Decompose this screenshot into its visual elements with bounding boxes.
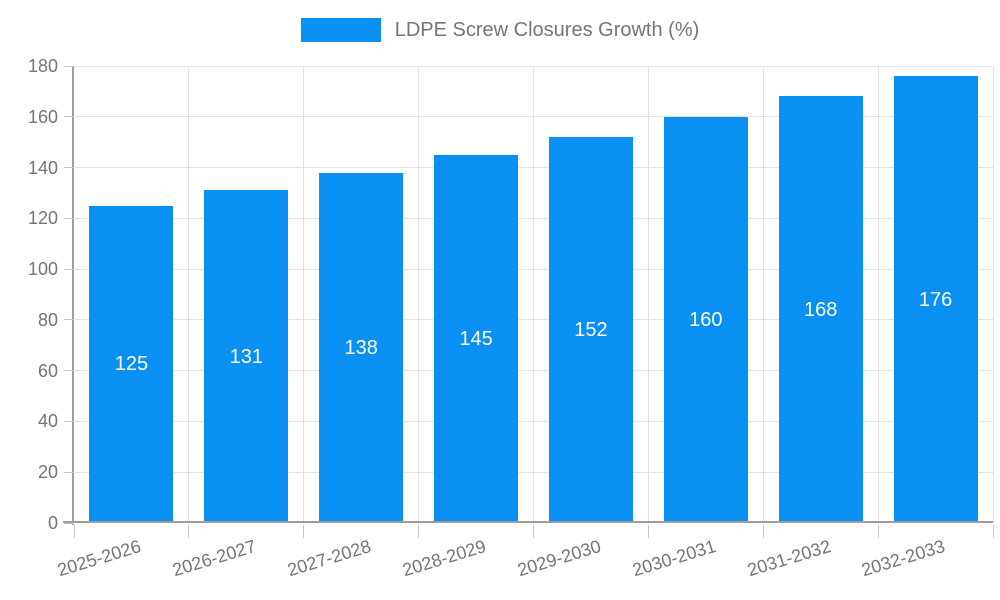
x-gridline [418, 66, 420, 523]
bar-value-label: 152 [574, 319, 608, 342]
y-axis-tick [64, 268, 74, 270]
bar-2031-2032[interactable]: 168 [778, 96, 863, 523]
legend-label: LDPE Screw Closures Growth (%) [394, 19, 700, 41]
y-axis-tick-label: 120 [27, 208, 58, 229]
bar-2032-2033[interactable]: 176 [893, 76, 978, 523]
bar-value-label: 160 [689, 308, 723, 331]
x-axis-tick [647, 525, 649, 538]
x-axis-tick-label: 2028-2029 [400, 535, 489, 581]
bar-2030-2031[interactable]: 160 [663, 116, 748, 523]
y-axis-tick [64, 522, 74, 524]
x-gridline [762, 66, 764, 523]
x-gridline [877, 66, 879, 523]
y-axis-tick-label: 140 [27, 157, 58, 178]
y-axis-line [72, 66, 74, 525]
y-axis-tick-label: 20 [37, 462, 58, 483]
y-axis-tick [64, 319, 74, 321]
bar-2026-2027[interactable]: 131 [204, 190, 289, 523]
x-axis-tick-label: 2030-2031 [629, 535, 718, 581]
x-axis-tick-label: 2031-2032 [744, 535, 833, 581]
x-axis-tick [992, 525, 994, 538]
x-gridline [647, 66, 649, 523]
bar-2028-2029[interactable]: 145 [434, 154, 519, 523]
bar-value-label: 138 [344, 336, 378, 359]
y-axis-tick-label: 60 [37, 360, 58, 381]
y-axis-tick-label: 0 [47, 513, 58, 533]
legend-item[interactable]: LDPE Screw Closures Growth (%) [300, 17, 700, 43]
x-gridline [303, 66, 305, 523]
y-axis-tick-label: 40 [37, 411, 58, 432]
x-gridline [992, 66, 994, 523]
y-axis-tick [64, 420, 74, 422]
x-axis-tick [877, 525, 879, 538]
x-axis-tick [418, 525, 420, 538]
x-axis-tick [533, 525, 534, 538]
legend: LDPE Screw Closures Growth (%) [0, 17, 1000, 43]
x-axis-tick-label: 2026-2027 [170, 535, 259, 581]
bar-value-label: 168 [804, 298, 838, 321]
bar-value-label: 125 [114, 353, 149, 376]
x-axis-line [63, 521, 993, 523]
x-axis-tick [188, 525, 190, 538]
x-gridline [533, 66, 534, 523]
x-axis-tick-label: 2029-2030 [514, 535, 604, 581]
x-axis-tick-label: 2025-2026 [55, 535, 144, 581]
y-axis-tick [64, 167, 74, 169]
x-axis-tick-label: 2027-2028 [285, 535, 374, 581]
bar-2027-2028[interactable]: 138 [319, 172, 404, 523]
y-axis-tick [64, 65, 74, 67]
y-axis-tick [64, 217, 74, 219]
y-axis-tick [64, 116, 74, 118]
y-axis-tick-label: 100 [27, 259, 58, 280]
x-axis-tick [303, 525, 305, 538]
bar-2029-2030[interactable]: 152 [548, 137, 633, 523]
bar-value-label: 131 [229, 345, 263, 368]
plot-area: 125 131 138 145 152 160 168 176 [74, 65, 994, 523]
y-axis-tick-label: 80 [37, 309, 58, 330]
y-axis-tick [64, 370, 74, 372]
x-gridline [188, 66, 190, 523]
bar-2025-2026[interactable]: 125 [89, 205, 174, 523]
y-axis-tick-label: 160 [27, 106, 58, 127]
bar-value-label: 145 [459, 327, 493, 350]
x-axis-tick [762, 525, 764, 538]
x-axis-tick [73, 525, 75, 538]
bar-value-label: 176 [918, 288, 953, 311]
legend-swatch [300, 18, 381, 42]
y-axis-tick-label: 180 [27, 56, 58, 76]
x-axis-tick-label: 2032-2033 [859, 535, 948, 581]
y-axis-tick [64, 471, 74, 473]
